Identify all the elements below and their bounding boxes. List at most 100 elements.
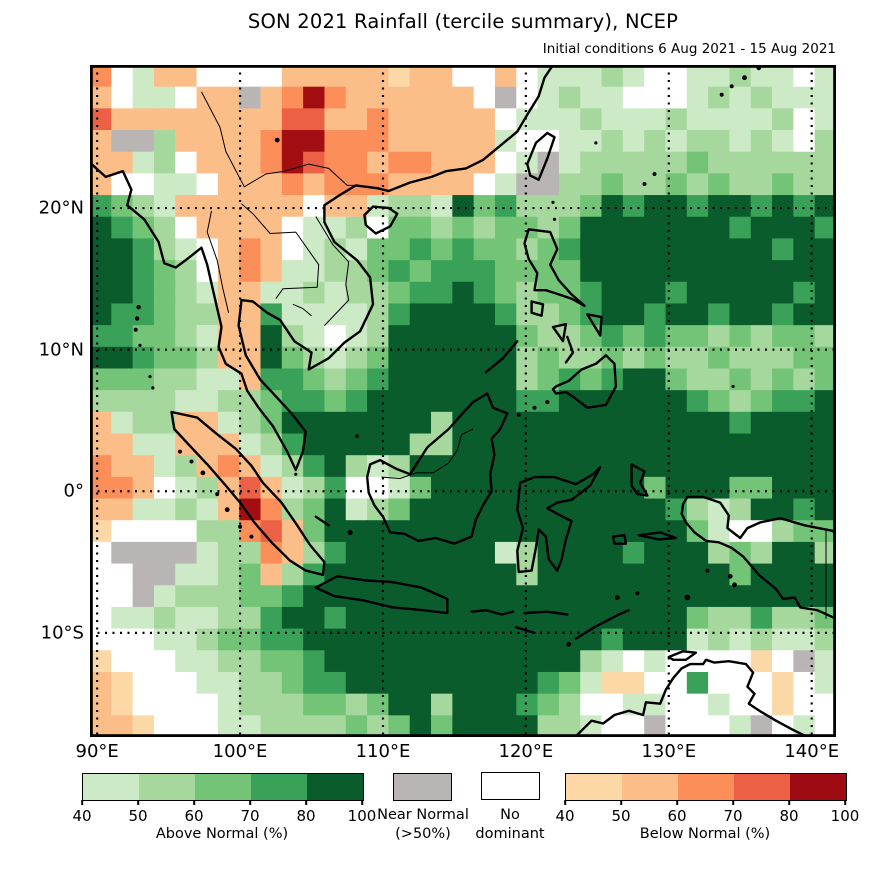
map-cell [814, 108, 836, 131]
map-cell [324, 390, 347, 413]
map-cell [814, 216, 836, 240]
island-dot [215, 492, 220, 497]
map-cell [132, 346, 155, 370]
map-cell [537, 715, 560, 737]
island-dot [294, 472, 298, 476]
map-cell [601, 86, 624, 109]
map-cell [388, 195, 411, 218]
map-cell [90, 195, 112, 218]
map-cell [686, 628, 709, 651]
map-cell [132, 130, 155, 153]
map-cell [729, 281, 752, 305]
map-cell [431, 303, 453, 326]
map-cell [494, 693, 517, 716]
map-cell [409, 216, 432, 240]
map-cell [90, 671, 112, 695]
map-cell [665, 346, 688, 370]
map-cell [153, 476, 176, 500]
map-cell [367, 693, 389, 716]
map-cell [281, 693, 304, 716]
map-cell [644, 130, 667, 153]
map-cell [175, 260, 198, 283]
map-cell [303, 585, 326, 608]
map-cell [388, 303, 411, 326]
map-cell [814, 390, 836, 413]
island-dot [742, 75, 747, 81]
map-cell [708, 606, 731, 630]
map-cell [708, 65, 731, 88]
map-cell [814, 541, 836, 565]
map-cell [814, 411, 836, 435]
map-cell [196, 606, 219, 630]
map-cell [431, 195, 453, 218]
map-cell [303, 216, 326, 240]
map-cell [431, 281, 453, 305]
map-cell [260, 541, 283, 565]
map-cell [260, 151, 283, 174]
map-cell [814, 433, 836, 456]
map-cell [729, 173, 752, 196]
map-cell [431, 628, 453, 651]
map-cell [686, 346, 709, 370]
map-cell [729, 216, 752, 240]
map-cell [772, 455, 794, 478]
map-cell [431, 715, 453, 737]
map-cell [90, 520, 112, 543]
island-dot [355, 434, 360, 438]
map-cell [409, 368, 432, 391]
map-cell [175, 390, 198, 413]
map-cell [111, 108, 134, 131]
map-cell [431, 325, 453, 348]
map-cell [303, 650, 326, 673]
map-cell [132, 650, 155, 673]
map-cell [345, 86, 368, 109]
map-cell [324, 606, 347, 630]
island-dot [731, 384, 735, 389]
coastline [551, 323, 568, 343]
island-dot [684, 594, 691, 601]
map-cell [345, 693, 368, 716]
subtitle: Initial conditions 6 Aug 2021 - 15 Aug 2… [542, 41, 836, 57]
map-cell [452, 650, 475, 673]
map-cell [601, 476, 624, 500]
map-cell [196, 650, 219, 673]
map-cell [367, 173, 389, 196]
map-cell [111, 606, 134, 630]
map-cell [409, 130, 432, 153]
map-cell [132, 368, 155, 391]
map-cell [452, 346, 475, 370]
island-dot [719, 92, 724, 97]
island-dot [189, 459, 194, 464]
map-cell [303, 498, 326, 521]
map-cell [793, 411, 816, 435]
map-cell [750, 455, 773, 478]
map-cell [345, 433, 368, 456]
map-cell [431, 650, 453, 673]
map-cell [537, 693, 560, 716]
map-cell [153, 216, 176, 240]
map-cell [516, 585, 539, 608]
map-cell [431, 563, 453, 586]
map-cell [153, 455, 176, 478]
map-cell [537, 628, 560, 651]
map-cell [686, 195, 709, 218]
map-cell [644, 260, 667, 283]
map-cell [622, 195, 645, 218]
map-cell [622, 65, 645, 88]
map-cell [90, 715, 112, 737]
map-cell [558, 433, 581, 456]
map-cell [431, 216, 453, 240]
map-cell [196, 476, 219, 500]
map-cell [537, 325, 560, 348]
coastline [170, 410, 326, 576]
map-cell [452, 563, 475, 586]
coastline [530, 300, 545, 317]
map-cell [153, 281, 176, 305]
map-cell [750, 498, 773, 521]
map-cell [153, 715, 176, 737]
map-cell [686, 151, 709, 174]
map-cell [217, 606, 240, 630]
map-cell [431, 433, 453, 456]
map-cell [708, 498, 731, 521]
map-cell [132, 65, 155, 88]
